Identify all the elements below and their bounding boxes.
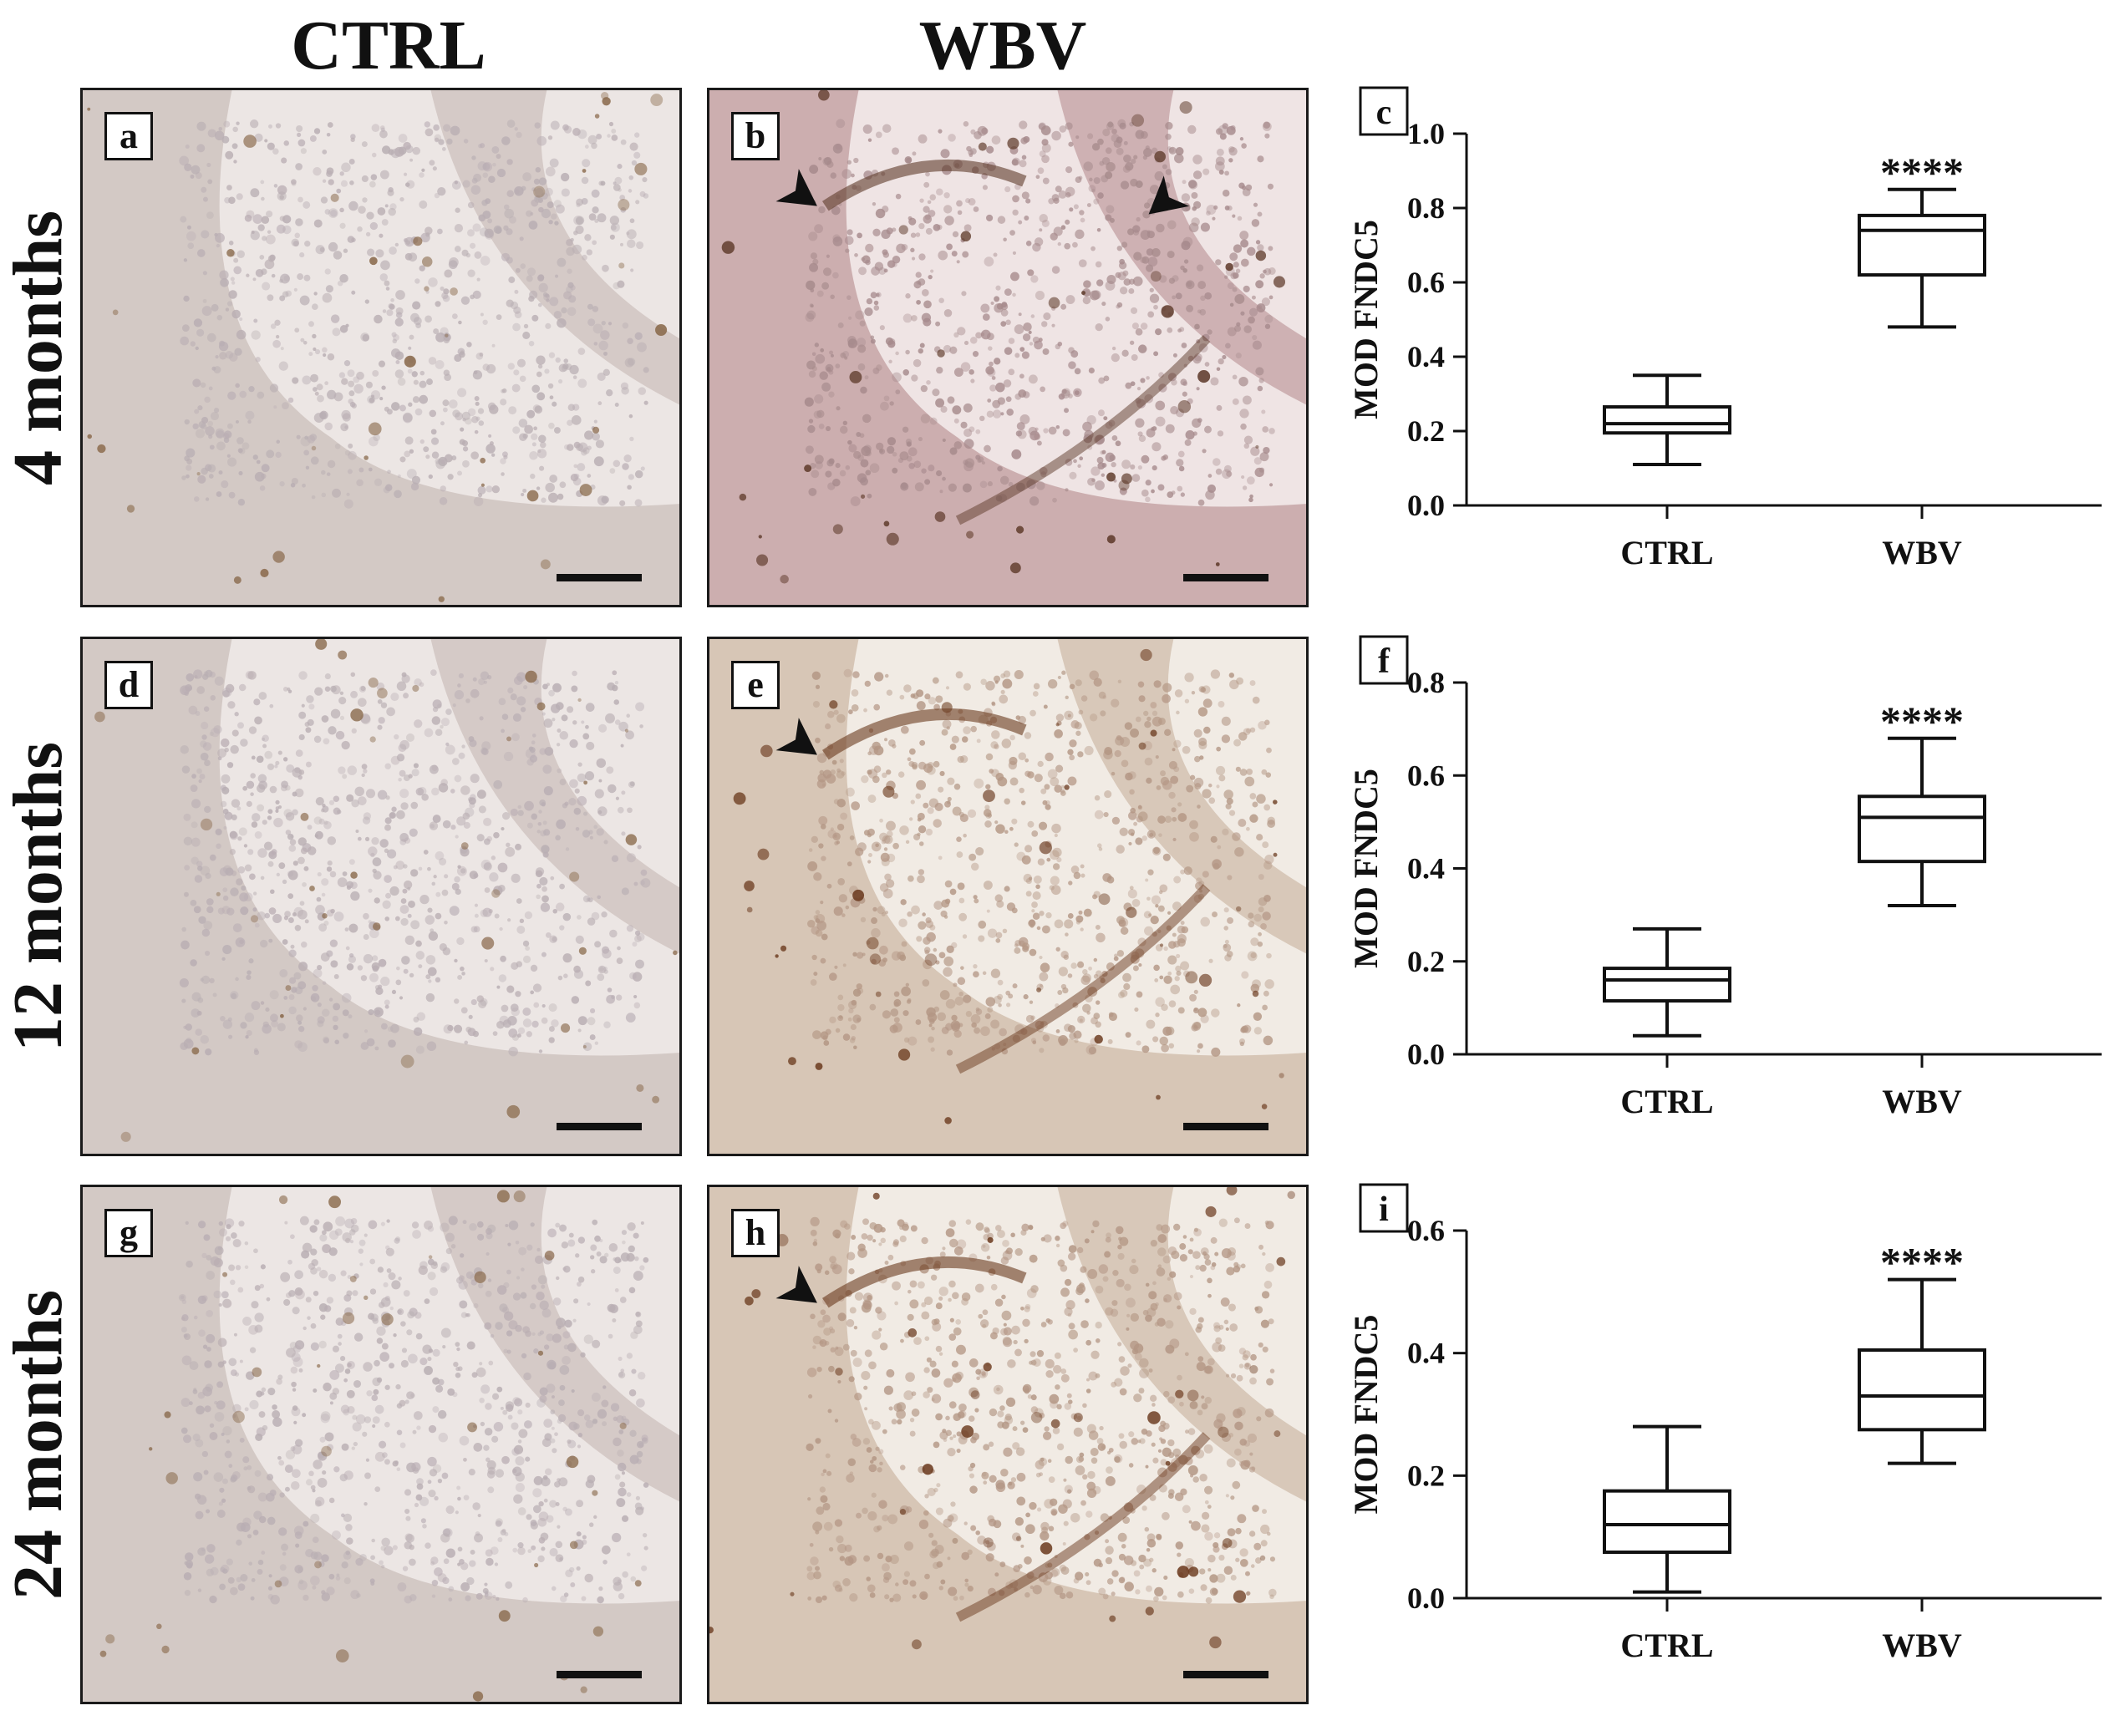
micrograph-image	[709, 639, 1306, 1154]
y-axis-label: MOD FNDC5	[1347, 1315, 1385, 1515]
annotation-arrow-icon	[775, 169, 817, 206]
micrograph-image	[83, 90, 679, 605]
y-tick-label: 0.2	[1407, 1459, 1445, 1492]
row-header-24-months: 24 months	[0, 1289, 78, 1600]
boxplot-chart-i: i 0.0 0.2 0.4 0.6 MOD FNDC5 CTRL WBV ****	[1347, 1183, 2102, 1664]
y-axis-label: MOD FNDC5	[1347, 220, 1385, 419]
micrograph-g: g	[80, 1185, 682, 1704]
box-wbv: ****	[1858, 698, 1986, 907]
x-tick-label-ctrl: CTRL	[1620, 1083, 1713, 1120]
x-tick-label-wbv: WBV	[1882, 1083, 1962, 1120]
scale-bar	[557, 1123, 642, 1130]
micrograph-e: e	[707, 637, 1309, 1156]
y-tick-label: 0.8	[1407, 191, 1445, 225]
scale-bar	[1183, 1123, 1268, 1130]
x-tick-label-ctrl: CTRL	[1620, 534, 1713, 571]
y-tick-label: 0.0	[1407, 1581, 1445, 1615]
y-tick-label: 1.0	[1407, 117, 1445, 150]
y-tick-label: 0.6	[1407, 759, 1445, 792]
panel-label-e: e	[731, 661, 780, 709]
x-tick-label-wbv: WBV	[1882, 1627, 1962, 1664]
box-iqr	[1603, 967, 1731, 1003]
annotation-arrow-icon	[1148, 175, 1190, 215]
micrograph-image	[83, 639, 679, 1154]
box-ctrl	[1603, 926, 1731, 1038]
micrograph-d: d	[80, 637, 682, 1156]
annotation-arrow-icon	[775, 1266, 817, 1303]
annotation-arrow-icon	[775, 718, 817, 755]
micrograph-h: h	[707, 1185, 1309, 1704]
scale-bar	[557, 574, 642, 581]
y-tick-label: 0.2	[1407, 414, 1445, 448]
row-header-12-months: 12 months	[0, 741, 78, 1052]
y-tick-label: 0.6	[1407, 1214, 1445, 1247]
panel-label-b: b	[731, 112, 780, 160]
panel-label-a: a	[104, 112, 153, 160]
y-axis-label: MOD FNDC5	[1347, 769, 1385, 968]
y-tick-label: 0.4	[1407, 340, 1445, 373]
scale-bar	[1183, 574, 1268, 581]
column-header-wbv: WBV	[918, 7, 1087, 84]
y-tick-label: 0.0	[1407, 489, 1445, 522]
box-ctrl	[1603, 373, 1731, 467]
significance-label: ****	[1880, 149, 1964, 195]
x-tick-label-wbv: WBV	[1882, 534, 1962, 571]
column-header-ctrl: CTRL	[291, 7, 486, 84]
box-wbv: ****	[1858, 149, 1986, 329]
micrograph-image	[83, 1187, 679, 1702]
box-iqr	[1858, 794, 1986, 864]
x-tick-label-ctrl: CTRL	[1620, 1627, 1713, 1664]
box-iqr	[1603, 1489, 1731, 1554]
y-tick-label: 0.4	[1407, 1337, 1445, 1370]
scale-bar	[1183, 1671, 1268, 1678]
box-iqr	[1858, 1348, 1986, 1432]
panel-label-f: f	[1359, 635, 1409, 685]
panel-label-g: g	[104, 1209, 153, 1257]
significance-label: ****	[1880, 1239, 1964, 1286]
box-iqr	[1858, 213, 1986, 277]
micrograph-a: a	[80, 88, 682, 607]
panel-label-d: d	[104, 661, 153, 709]
panel-label-c: c	[1359, 86, 1409, 136]
micrograph-image	[709, 1187, 1306, 1702]
micrograph-b: b	[707, 88, 1309, 607]
box-iqr	[1603, 405, 1731, 435]
boxplot-chart-c: c 0.0 0.2 0.4 0.6 0.8 1.0 MOD FNDC5 CTRL WBV ****	[1347, 86, 2102, 571]
box-wbv: ****	[1858, 1239, 1986, 1465]
y-tick-label: 0.4	[1407, 852, 1445, 886]
row-header-4-months: 4 months	[0, 210, 78, 485]
panel-label-i: i	[1359, 1183, 1409, 1233]
y-tick-label: 0.0	[1407, 1038, 1445, 1071]
y-tick-label: 0.2	[1407, 945, 1445, 978]
box-ctrl	[1603, 1424, 1731, 1594]
scale-bar	[557, 1671, 642, 1678]
micrograph-image	[709, 90, 1306, 605]
panel-label-h: h	[731, 1209, 780, 1257]
y-tick-label: 0.8	[1407, 666, 1445, 699]
significance-label: ****	[1880, 698, 1964, 744]
y-tick-label: 0.6	[1407, 266, 1445, 299]
boxplot-chart-f: f 0.0 0.2 0.4 0.6 0.8 MOD FNDC5 CTRL WBV ****	[1347, 635, 2102, 1120]
